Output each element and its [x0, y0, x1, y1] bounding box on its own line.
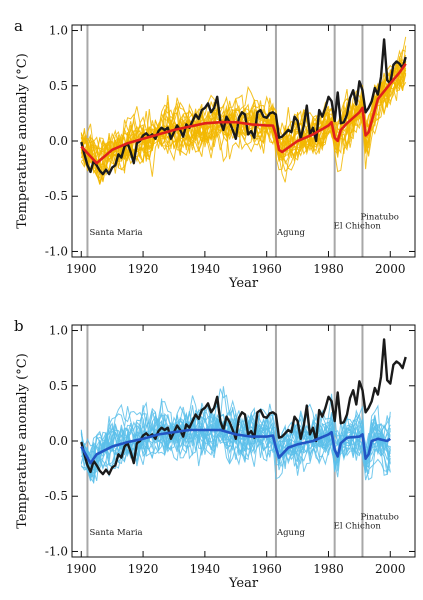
- panel-a-y-tick-label: 0.0: [49, 134, 68, 148]
- panel-a-x-tick-label: 2000: [375, 262, 406, 276]
- panel-b-y-tick-label: -1.0: [45, 544, 68, 558]
- panel-b-letter: b: [14, 317, 24, 335]
- panel-b-ensemble-member-line: [80, 398, 391, 472]
- panel-a-x-axis-label: Year: [228, 276, 259, 291]
- panel-a-x-tick-label: 1900: [66, 262, 97, 276]
- panel-a-volcano-label-santa-maria: Santa Maria: [89, 228, 142, 238]
- panel-a-y-tick-label: 1.0: [49, 24, 68, 38]
- panel-a-x-tick-label: 1920: [128, 262, 159, 276]
- panel-b-y-tick-label: 0.5: [49, 379, 68, 393]
- panel-b-x-tick-label: 1900: [66, 562, 97, 576]
- panel-b-volcano-label-el-chichon: El Chichon: [334, 521, 382, 531]
- panel-b-volcano-label-santa-maria: Santa Maria: [89, 528, 142, 538]
- panel-a-x-tick-label: 1980: [313, 262, 344, 276]
- panel-a-volcano-label-agung: Agung: [276, 228, 306, 238]
- panel-b-x-tick-label: 2000: [375, 562, 406, 576]
- panel-b-ensemble-member-line: [80, 393, 391, 468]
- panel-a-letter: a: [14, 17, 23, 35]
- panel-a-x-tick-label: 1940: [190, 262, 221, 276]
- panel-a-y-tick-label: 0.5: [49, 79, 68, 93]
- panel-b-y-tick-label: -0.5: [45, 489, 68, 503]
- panel-b-y-axis-label: Temperature anomaly (°C): [15, 353, 30, 529]
- chart-panel-a: a -1.0 -0.5 0.0 0.5 1.0 1900 1920 1940 1960 1980 20…: [14, 17, 416, 291]
- panel-a: a -1.0 -0.5 0.0 0.5 1.0 1900 1920 1940 1960 1980 20…: [14, 17, 416, 291]
- panel-b: b -1.0 -0.5 0.0 0.5 1.0 1900 1920 1940 1960 1980 20…: [0, 300, 423, 600]
- panel-b-volcano-label-agung: Agung: [276, 528, 306, 538]
- panel-b-volcano-label-pinatubo: Pinatubo: [360, 512, 398, 522]
- panel-b-x-tick-label: 1960: [251, 562, 282, 576]
- panel-a-observations-line: [80, 38, 407, 176]
- panel-b-ensemble-mean-line: [80, 428, 392, 465]
- chart-panel-b: b -1.0 -0.5 0.0 0.5 1.0 1900 1920 1940 1960 1980 20…: [14, 317, 416, 591]
- panel-b-x-tick-label: 1940: [190, 562, 221, 576]
- panel-a-y-axis-label: Temperature anomaly (°C): [15, 53, 30, 229]
- panel-b-x-tick-label: 1920: [128, 562, 159, 576]
- panel-a-volcano-label-el-chichon: El Chichon: [334, 221, 382, 231]
- panel-a-y-tick-label: -1.0: [45, 244, 68, 258]
- panel-b-x-axis-label: Year: [228, 576, 259, 591]
- panel-b-observations-line: [80, 338, 407, 476]
- panel-b-x-tick-label: 1980: [313, 562, 344, 576]
- panel-a-ensemble-mean-line: [80, 62, 407, 165]
- panel-b-y-tick-label: 1.0: [49, 324, 68, 338]
- panel-b-y-tick-label: 0.0: [49, 434, 68, 448]
- panel-a-x-tick-label: 1960: [251, 262, 282, 276]
- panel-a-y-tick-label: -0.5: [45, 189, 68, 203]
- panel-a-ensemble-member-line: [80, 58, 407, 177]
- panel-a-volcano-label-pinatubo: Pinatubo: [360, 212, 398, 222]
